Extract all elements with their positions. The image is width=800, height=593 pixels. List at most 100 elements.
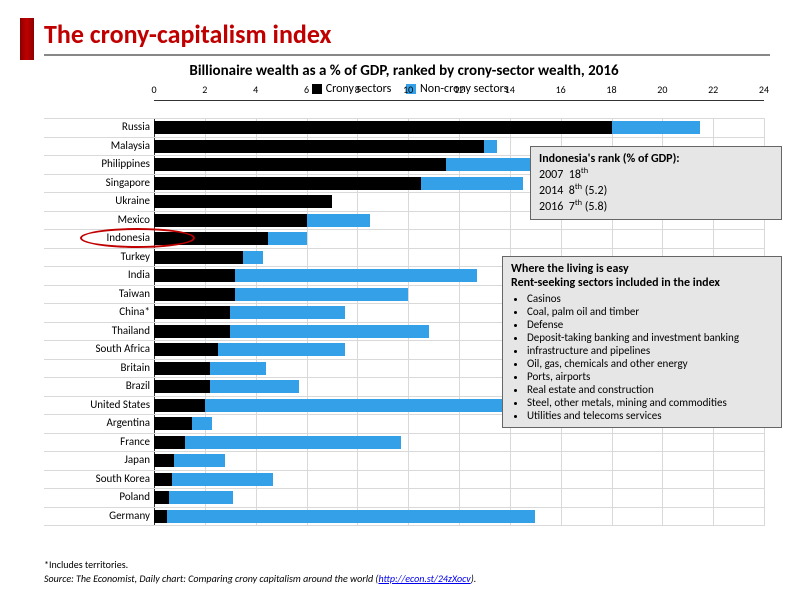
country-label: Argentina xyxy=(44,416,150,429)
bar-crony xyxy=(154,214,307,227)
bar-noncrony xyxy=(169,491,233,504)
sector-item: Coal, palm oil and timber xyxy=(527,305,773,318)
country-label: Taiwan xyxy=(44,287,150,300)
bar-crony xyxy=(154,473,172,486)
country-label: China* xyxy=(44,305,150,318)
bar-noncrony xyxy=(205,399,523,412)
bar-crony xyxy=(154,436,185,449)
bar-noncrony xyxy=(612,121,701,134)
country-label: Germany xyxy=(44,509,150,522)
sectors-line2: Rent-seeking sectors included in the ind… xyxy=(511,276,773,290)
country-label: India xyxy=(44,268,150,281)
country-label: Malaysia xyxy=(44,139,150,152)
country-label: South Africa xyxy=(44,342,150,355)
bar-crony xyxy=(154,454,174,467)
bar-crony xyxy=(154,510,167,523)
bar-crony xyxy=(154,269,235,282)
chart-row: Japan xyxy=(154,451,764,470)
country-label: France xyxy=(44,435,150,448)
bar-crony xyxy=(154,343,218,356)
rank-row: 2016 7th (5.8) xyxy=(539,198,773,214)
country-label: Thailand xyxy=(44,324,150,337)
rank-panel: Indonesia's rank (% of GDP): 2007 18th 2… xyxy=(530,146,782,220)
x-tick: 22 xyxy=(708,83,718,96)
bar-crony xyxy=(154,288,235,301)
sector-item: Deposit-taking banking and investment ba… xyxy=(527,331,773,344)
bar-crony xyxy=(154,121,612,134)
bar-crony xyxy=(154,306,230,319)
country-label: Indonesia xyxy=(44,231,150,244)
chart-row: Germany xyxy=(154,507,764,526)
bar-crony xyxy=(154,417,192,430)
sectors-line1: Where the living is easy xyxy=(511,262,773,276)
bar-crony xyxy=(154,380,210,393)
bar-noncrony xyxy=(218,343,345,356)
chart-row: France xyxy=(154,433,764,452)
bar-noncrony xyxy=(268,232,306,245)
country-label: Russia xyxy=(44,120,150,133)
bar-crony xyxy=(154,232,268,245)
x-tick: 4 xyxy=(253,83,258,96)
bar-noncrony xyxy=(484,140,497,153)
sector-item: Oil, gas, chemicals and other energy xyxy=(527,357,773,370)
sector-item: Ports, airports xyxy=(527,370,773,383)
country-label: Turkey xyxy=(44,250,150,263)
footnote: *Includes territories. xyxy=(44,558,128,571)
sector-item: infrastructure and pipelines xyxy=(527,344,773,357)
bar-noncrony xyxy=(185,436,401,449)
bar-noncrony xyxy=(167,510,536,523)
x-tick: 10 xyxy=(403,83,413,96)
x-tick: 20 xyxy=(657,83,667,96)
x-tick: 14 xyxy=(505,83,515,96)
sector-list: CasinosCoal, palm oil and timberDefenseD… xyxy=(527,292,773,422)
chart-row: Russia xyxy=(154,118,764,137)
bar-noncrony xyxy=(192,417,212,430)
source-link[interactable]: http://econ.st/24zXocv xyxy=(378,572,470,585)
country-label: Singapore xyxy=(44,176,150,189)
bar-noncrony xyxy=(230,325,428,338)
bar-crony xyxy=(154,325,230,338)
x-axis: 024681012141618202224 xyxy=(154,100,764,118)
x-tick: 2 xyxy=(202,83,207,96)
bar-crony xyxy=(154,158,446,171)
accent-bar xyxy=(20,18,34,60)
bar-crony xyxy=(154,362,210,375)
bar-crony xyxy=(154,251,243,264)
bar-crony xyxy=(154,140,484,153)
bar-noncrony xyxy=(446,158,535,171)
country-label: Philippines xyxy=(44,157,150,170)
country-label: Britain xyxy=(44,361,150,374)
rank-row: 2014 8th (5.2) xyxy=(539,182,773,198)
sector-item: Casinos xyxy=(527,292,773,305)
bar-crony xyxy=(154,195,332,208)
bar-noncrony xyxy=(421,177,523,190)
sector-item: Steel, other metals, mining and commodit… xyxy=(527,396,773,409)
x-tick: 16 xyxy=(556,83,566,96)
bar-noncrony xyxy=(235,288,408,301)
bar-noncrony xyxy=(172,473,274,486)
bar-noncrony xyxy=(210,380,299,393)
x-tick: 18 xyxy=(606,83,616,96)
sectors-panel: Where the living is easy Rent-seeking se… xyxy=(502,256,782,428)
country-label: Brazil xyxy=(44,379,150,392)
x-tick: 6 xyxy=(304,83,309,96)
legend-noncrony-label: Non-crony sectors xyxy=(420,82,508,96)
bar-noncrony xyxy=(243,251,263,264)
country-label: South Korea xyxy=(44,472,150,485)
source-suffix: ). xyxy=(471,572,477,585)
bar-crony xyxy=(154,399,205,412)
country-label: United States xyxy=(44,398,150,411)
bar-noncrony xyxy=(210,362,266,375)
page-title: The crony-capitalism index xyxy=(44,18,770,56)
chart-row: South Korea xyxy=(154,470,764,489)
x-tick: 24 xyxy=(759,83,769,96)
chart-subtitle: Billionaire wealth as a % of GDP, ranked… xyxy=(44,62,764,80)
bar-crony xyxy=(154,177,421,190)
bar-noncrony xyxy=(307,214,371,227)
bar-noncrony xyxy=(235,269,476,282)
x-tick: 8 xyxy=(355,83,360,96)
rank-panel-heading: Indonesia's rank (% of GDP): xyxy=(539,152,773,166)
sector-item: Defense xyxy=(527,318,773,331)
country-label: Poland xyxy=(44,490,150,503)
country-label: Ukraine xyxy=(44,194,150,207)
